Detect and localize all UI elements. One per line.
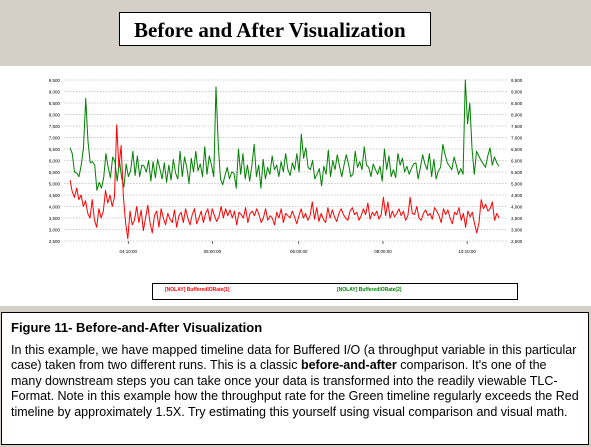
y-tick-label-left: 5,500 [49, 170, 61, 175]
series-lines [69, 79, 500, 240]
caption-text-2: comparison. It's one of the many downstr… [11, 358, 579, 419]
y-tick-label-right: 9,500 [511, 78, 523, 83]
y-tick-label-right: 3,000 [511, 227, 523, 232]
legend-item-green: [NOLAY] BufferedIORate(2) [337, 287, 402, 293]
y-tick-label-right: 7,500 [511, 124, 523, 129]
y-tick-label-right: 5,000 [511, 181, 523, 186]
y-tick-label-right: 4,000 [511, 204, 523, 209]
x-tick-label: 06:00:00 [290, 249, 308, 254]
series-line-red [69, 124, 500, 240]
y-tick-label-left: 9,500 [49, 78, 61, 83]
y-tick-label-left: 5,000 [49, 181, 61, 186]
y-tick-label-left: 8,000 [49, 112, 61, 117]
timeline-chart: 2,500 3,000 3,500 4,000 4,500 5,000 5,500 6,000… [49, 78, 523, 254]
y-tick-label-right: 7,000 [511, 135, 523, 140]
caption-text-1: In this example, we have mapped timeline… [11, 342, 577, 373]
x-axis-ticks: 04:10:00 05:00:00 06:00:00 08:00:00 10:10:00 [119, 241, 476, 254]
y-tick-label-left: 7,000 [49, 135, 61, 140]
y-tick-label-left: 6,500 [49, 147, 61, 152]
y-tick-label-left: 9,000 [49, 89, 61, 94]
figure-caption: Figure 11- Before-and-After Visualizatio… [1, 312, 589, 445]
x-tick-label: 05:00:00 [204, 249, 222, 254]
y-tick-label-left: 4,500 [49, 193, 61, 198]
y-tick-label-left: 3,000 [49, 227, 61, 232]
legend-item-red: [NOLAY] BufferedIORate(1) [165, 287, 230, 293]
chart-title: Before and After Visualization [119, 12, 431, 46]
y-tick-label-right: 3,500 [511, 216, 523, 221]
legend: [NOLAY] BufferedIORate(1) [NOLAY] Buffer… [152, 283, 518, 300]
y-tick-label-left: 2,500 [49, 239, 61, 244]
caption-heading: Figure 11- Before-and-After Visualizatio… [11, 320, 263, 335]
y-axis-right-ticks: 2,500 3,000 3,500 4,000 4,500 5,000 5,500 6,000… [511, 78, 523, 244]
y-tick-label-left: 8,500 [49, 101, 61, 106]
x-tick-label: 10:10:00 [458, 249, 476, 254]
caption-body: In this example, we have mapped timeline… [11, 343, 579, 421]
x-tick-label: 08:00:00 [374, 249, 392, 254]
y-tick-label-left: 4,000 [49, 204, 61, 209]
y-tick-label-left: 7,500 [49, 124, 61, 129]
y-tick-label-left: 3,500 [49, 216, 61, 221]
grid-lines [64, 79, 507, 242]
series-line-green [69, 79, 500, 191]
y-tick-label-right: 4,500 [511, 193, 523, 198]
y-tick-label-right: 8,500 [511, 101, 523, 106]
x-tick-label: 04:10:00 [119, 249, 137, 254]
y-tick-label-right: 2,500 [511, 239, 523, 244]
y-tick-label-right: 8,000 [511, 112, 523, 117]
y-axis-left-ticks: 2,500 3,000 3,500 4,000 4,500 5,000 5,500 6,000… [49, 78, 61, 244]
caption-text-bold: before-and-after [300, 358, 397, 372]
y-tick-label-right: 5,500 [511, 170, 523, 175]
chart-panel: 2,500 3,000 3,500 4,000 4,500 5,000 5,500 6,000… [0, 66, 591, 306]
y-tick-label-right: 6,500 [511, 147, 523, 152]
y-tick-label-left: 6,000 [49, 158, 61, 163]
y-tick-label-right: 6,000 [511, 158, 523, 163]
y-tick-label-right: 9,000 [511, 89, 523, 94]
